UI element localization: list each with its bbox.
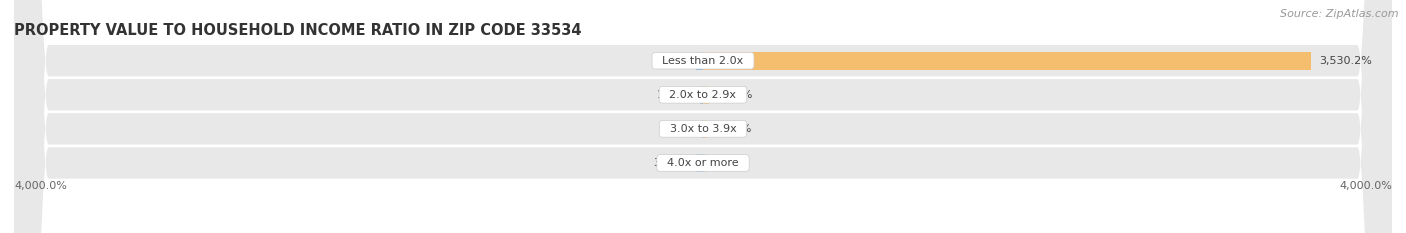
Bar [703, 86, 709, 104]
Bar [703, 52, 1310, 70]
Text: 4,000.0%: 4,000.0% [1339, 182, 1392, 191]
Bar [696, 154, 703, 172]
FancyBboxPatch shape [14, 0, 1392, 233]
Text: 5.2%: 5.2% [665, 124, 693, 134]
Text: Source: ZipAtlas.com: Source: ZipAtlas.com [1281, 9, 1399, 19]
Text: 3,530.2%: 3,530.2% [1319, 56, 1372, 66]
Text: 4,000.0%: 4,000.0% [14, 182, 67, 191]
Text: 38.1%: 38.1% [652, 158, 688, 168]
Text: 39.2%: 39.2% [652, 56, 688, 66]
Bar [696, 52, 703, 70]
Text: PROPERTY VALUE TO HOUSEHOLD INCOME RATIO IN ZIP CODE 33534: PROPERTY VALUE TO HOUSEHOLD INCOME RATIO… [14, 23, 582, 38]
Bar [703, 154, 706, 172]
Text: 17.5%: 17.5% [657, 90, 692, 100]
Bar [700, 86, 703, 104]
Text: 25.5%: 25.5% [716, 124, 751, 134]
Text: 34.1%: 34.1% [717, 90, 752, 100]
FancyBboxPatch shape [14, 0, 1392, 233]
FancyBboxPatch shape [14, 0, 1392, 233]
Bar [703, 120, 707, 138]
FancyBboxPatch shape [14, 0, 1392, 233]
Text: Less than 2.0x: Less than 2.0x [655, 56, 751, 66]
Text: 18.6%: 18.6% [714, 158, 749, 168]
Text: 2.0x to 2.9x: 2.0x to 2.9x [662, 90, 744, 100]
Text: 4.0x or more: 4.0x or more [661, 158, 745, 168]
Text: 3.0x to 3.9x: 3.0x to 3.9x [662, 124, 744, 134]
